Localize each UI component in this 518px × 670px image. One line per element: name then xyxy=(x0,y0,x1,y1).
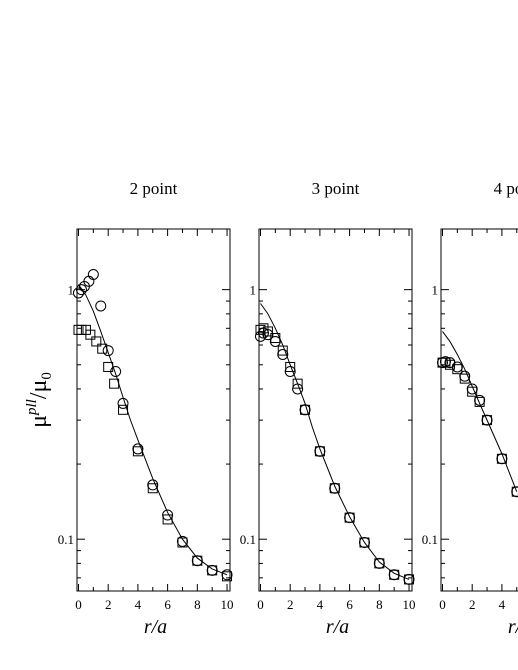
x-tick-label: 2 xyxy=(469,597,476,612)
data-point-square xyxy=(85,329,96,340)
x-tick-label: 10 xyxy=(403,597,416,612)
series-fit-line xyxy=(260,303,410,580)
data-point-square xyxy=(91,336,102,347)
y-tick-label: 1 xyxy=(68,283,75,298)
data-point-square xyxy=(374,558,385,569)
data-point-square xyxy=(344,512,355,523)
panel-title: 4 point xyxy=(494,179,518,198)
y-axis-label-rest: /μ xyxy=(26,380,52,400)
x-tick-label: 4 xyxy=(317,597,324,612)
data-point-circle xyxy=(147,479,159,491)
x-tick-label: 0 xyxy=(439,597,446,612)
panel-2: 3 point 0 2 4 6 8 10 0.1 1 r/a xyxy=(240,179,416,638)
data-point-circle xyxy=(87,269,99,281)
data-point-circle xyxy=(72,287,84,299)
plot-frame xyxy=(258,228,413,592)
y-tick-label: 1 xyxy=(432,283,439,298)
x-tick-label: 10 xyxy=(221,597,234,612)
data-point-square xyxy=(511,486,518,497)
x-tick-label: 4 xyxy=(499,597,506,612)
x-tick-label: 8 xyxy=(194,597,201,612)
data-point-square xyxy=(162,514,173,525)
x-tick-label: 0 xyxy=(75,597,82,612)
x-tick-label: 8 xyxy=(376,597,383,612)
x-axis-label: r/a xyxy=(326,616,349,638)
data-point-square xyxy=(177,537,188,548)
data-point-square xyxy=(300,404,311,415)
y-tick-label: 0.1 xyxy=(58,532,74,547)
data-point-circle xyxy=(451,361,463,373)
x-tick-label: 0 xyxy=(257,597,264,612)
x-tick-label: 2 xyxy=(105,597,112,612)
data-point-circle xyxy=(75,284,87,296)
data-point-square xyxy=(329,483,340,494)
plot-frame xyxy=(76,228,231,592)
data-point-square xyxy=(404,574,415,585)
data-point-circle xyxy=(95,300,107,312)
data-point-square xyxy=(103,361,114,372)
x-tick-label: 6 xyxy=(346,597,353,612)
data-point-circle xyxy=(102,345,114,357)
y-tick-label: 1 xyxy=(250,283,257,298)
series-fit-line xyxy=(442,331,518,492)
data-point-square xyxy=(255,324,266,335)
data-point-square xyxy=(474,396,485,407)
panel-1: 2 point 0 2 4 6 8 10 0.1 1 r/a xyxy=(58,179,234,638)
plot-frame xyxy=(440,228,518,592)
data-point-square xyxy=(359,537,370,548)
y-tick-label: 0.1 xyxy=(422,532,438,547)
x-axis-label: r/a xyxy=(144,616,167,638)
y-axis-label-sub: 0 xyxy=(39,372,55,380)
data-point-square xyxy=(482,415,493,426)
data-point-square xyxy=(314,446,325,457)
data-point-square xyxy=(222,571,233,582)
x-axis-label: r/a xyxy=(508,616,518,638)
data-point-square xyxy=(262,326,273,337)
data-point-square xyxy=(452,364,463,375)
panel-title: 2 point xyxy=(130,179,178,198)
x-tick-label: 4 xyxy=(135,597,142,612)
series-fit-line xyxy=(78,284,228,576)
y-axis-label-main: μ xyxy=(26,415,52,428)
data-point-square xyxy=(192,555,203,566)
y-axis-label: μpll/μ0 xyxy=(24,372,55,428)
x-tick-label: 2 xyxy=(287,597,294,612)
data-point-circle xyxy=(269,335,281,347)
y-axis-label-sup: pll xyxy=(24,399,40,416)
panel-title: 3 point xyxy=(312,179,360,198)
data-point-circle xyxy=(329,482,341,494)
x-tick-label: 6 xyxy=(164,597,171,612)
data-point-square xyxy=(292,378,303,389)
data-point-square xyxy=(467,386,478,397)
y-tick-label: 0.1 xyxy=(240,532,256,547)
data-point-circle xyxy=(373,557,385,569)
data-point-square xyxy=(285,361,296,372)
